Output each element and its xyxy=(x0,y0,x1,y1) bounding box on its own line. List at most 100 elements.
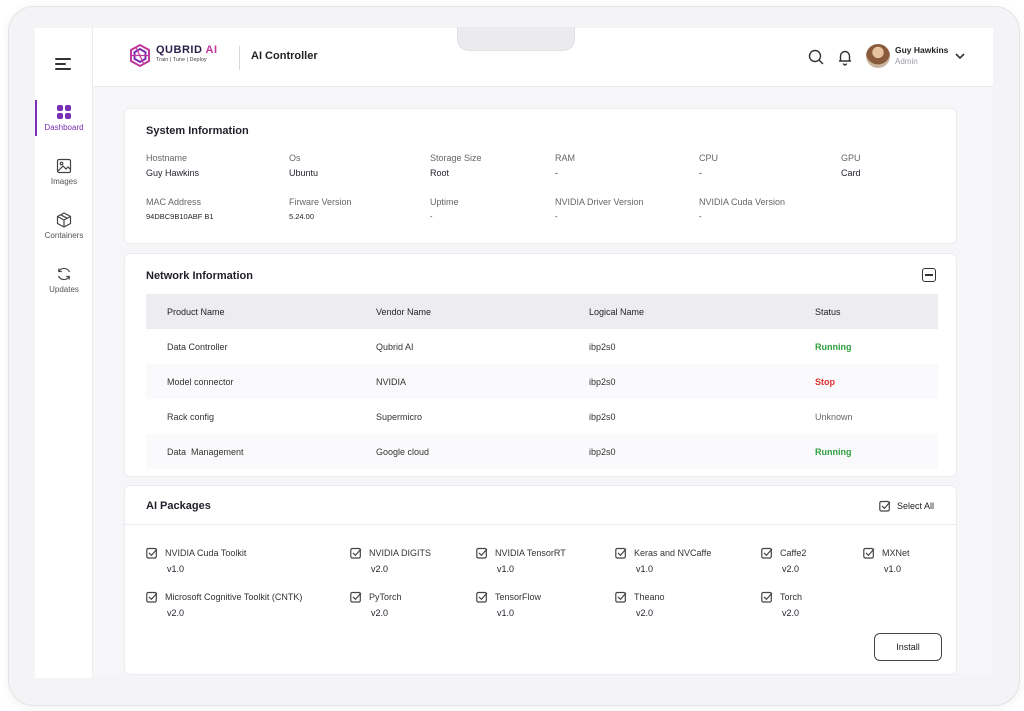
package-version: v1.0 xyxy=(497,608,515,618)
sidebar-item-label: Images xyxy=(50,177,78,186)
package-version: v1.0 xyxy=(167,564,185,574)
install-button[interactable]: Install xyxy=(874,633,942,661)
vendor-name: Supermicro xyxy=(376,412,423,422)
sidebar: Dashboard Images Containers Updates xyxy=(35,28,93,678)
checkbox-checked-icon[interactable] xyxy=(146,591,158,603)
brand-name: QUBRID AI xyxy=(156,44,218,56)
package-version: v2.0 xyxy=(782,564,800,574)
sidebar-item-images[interactable]: Images xyxy=(35,158,93,186)
field-hostname: Hostname Guy Hawkins xyxy=(146,153,200,178)
brand: QUBRID AI Train | Tune | Deploy xyxy=(156,44,218,63)
package-name: Torch xyxy=(780,592,803,602)
package-name: NVIDIA DIGITS xyxy=(369,548,432,558)
logical-name: ibp2s0 xyxy=(589,342,616,352)
collapse-icon[interactable] xyxy=(922,268,936,282)
column-header[interactable]: Status xyxy=(815,307,841,317)
package-item[interactable]: PyTorch v2.0 xyxy=(350,591,402,618)
package-version: v1.0 xyxy=(884,564,902,574)
box-icon xyxy=(56,212,72,228)
status-badge: Unknown xyxy=(815,412,853,422)
package-item[interactable]: Caffe2 v2.0 xyxy=(761,547,806,574)
product-name: Rack config xyxy=(167,412,215,422)
ai-packages-card: AI Packages Select All NVIDIA Cuda Toolk… xyxy=(124,485,957,675)
device-notch xyxy=(457,27,575,51)
sidebar-item-containers[interactable]: Containers xyxy=(35,212,93,240)
product-name: Data Controller xyxy=(167,342,228,352)
table-row[interactable]: Data Management Google cloud ibp2s0 Runn… xyxy=(146,434,938,469)
divider xyxy=(125,524,956,525)
sidebar-item-label: Containers xyxy=(44,231,84,240)
brand-tagline: Train | Tune | Deploy xyxy=(156,57,207,63)
sidebar-item-dashboard[interactable]: Dashboard xyxy=(35,100,93,136)
ai-packages-title: AI Packages xyxy=(146,500,211,512)
user-role: Admin xyxy=(895,57,918,66)
sidebar-item-label: Updates xyxy=(49,285,79,294)
package-item[interactable]: Keras and NVCaffe v1.0 xyxy=(615,547,711,574)
column-header[interactable]: Vendor Name xyxy=(376,307,432,317)
sidebar-item-label: Dashboard xyxy=(44,123,84,132)
chevron-down-icon[interactable] xyxy=(955,52,965,60)
image-icon xyxy=(56,158,72,174)
package-version: v2.0 xyxy=(782,608,800,618)
package-name: TensorFlow xyxy=(495,592,542,602)
package-name: NVIDIA TensorRT xyxy=(495,548,566,558)
checkbox-checked-icon[interactable] xyxy=(761,547,773,559)
package-version: v1.0 xyxy=(636,564,654,574)
search-icon[interactable] xyxy=(807,48,825,66)
logical-name: ibp2s0 xyxy=(589,447,616,457)
package-version: v2.0 xyxy=(371,564,389,574)
package-name: Microsoft Cognitive Toolkit (CNTK) xyxy=(165,592,303,602)
system-information-card: System Information Hostname Guy Hawkins O… xyxy=(124,108,957,244)
package-item[interactable]: NVIDIA DIGITS v2.0 xyxy=(350,547,431,574)
table-header-row: Product Name Vendor Name Logical Name St… xyxy=(146,294,938,329)
column-header[interactable]: Product Name xyxy=(167,307,225,317)
product-name: Model connector xyxy=(167,377,234,387)
app-window: Dashboard Images Containers Updates xyxy=(35,28,993,678)
network-table: Product Name Vendor Name Logical Name St… xyxy=(146,294,938,469)
table-row[interactable]: Rack config Supermicro ibp2s0 Unknown xyxy=(146,399,938,434)
checkbox-checked-icon[interactable] xyxy=(476,547,488,559)
vendor-name: NVIDIA xyxy=(376,377,407,387)
hamburger-menu-icon[interactable] xyxy=(55,58,71,70)
bell-icon[interactable] xyxy=(836,48,854,66)
package-item[interactable]: Theano v2.0 xyxy=(615,591,665,618)
field-ram: RAM - xyxy=(555,153,575,178)
vendor-name: Qubrid AI xyxy=(376,342,414,352)
select-all-checkbox[interactable]: Select All xyxy=(879,500,934,512)
checkbox-checked-icon[interactable] xyxy=(615,547,627,559)
qubrid-logo-icon xyxy=(130,43,150,68)
package-item[interactable]: NVIDIA Cuda Toolkit v1.0 xyxy=(146,547,246,574)
column-header[interactable]: Logical Name xyxy=(589,307,645,317)
table-row[interactable]: Model connector NVIDIA ibp2s0 Stop xyxy=(146,364,938,399)
checkbox-checked-icon[interactable] xyxy=(476,591,488,603)
select-all-label: Select All xyxy=(897,501,935,511)
package-name: Caffe2 xyxy=(780,548,807,558)
package-item[interactable]: MXNet v1.0 xyxy=(863,547,910,574)
header-divider xyxy=(239,46,240,70)
checkbox-checked-icon[interactable] xyxy=(350,591,362,603)
status-badge: Running xyxy=(815,342,852,352)
field-nvidia-driver-version: NVIDIA Driver Version - xyxy=(555,197,644,221)
field-uptime: Uptime - xyxy=(430,197,459,221)
field-nvidia-cuda-version: NVIDIA Cuda Version - xyxy=(699,197,786,221)
table-row[interactable]: Data Controller Qubrid AI ibp2s0 Running xyxy=(146,329,938,364)
checkbox-checked-icon[interactable] xyxy=(761,591,773,603)
package-item[interactable]: TensorFlow v1.0 xyxy=(476,591,541,618)
avatar[interactable] xyxy=(866,44,890,68)
checkbox-checked-icon[interactable] xyxy=(146,547,158,559)
field-firmware-version: Firware Version 5.24.00 xyxy=(289,197,352,221)
package-name: PyTorch xyxy=(369,592,402,602)
product-name: Data Management xyxy=(167,447,244,457)
package-item[interactable]: Microsoft Cognitive Toolkit (CNTK) v2.0 xyxy=(146,591,302,618)
user-name: Guy Hawkins xyxy=(895,45,949,55)
package-item[interactable]: Torch v2.0 xyxy=(761,591,802,618)
sidebar-item-updates[interactable]: Updates xyxy=(35,266,93,294)
checkbox-checked-icon[interactable] xyxy=(615,591,627,603)
status-badge: Running xyxy=(815,447,852,457)
package-version: v2.0 xyxy=(371,608,389,618)
logical-name: ibp2s0 xyxy=(589,412,616,422)
checkbox-checked-icon[interactable] xyxy=(350,547,362,559)
package-item[interactable]: NVIDIA TensorRT v1.0 xyxy=(476,547,566,574)
field-storage-size: Storage Size Root xyxy=(430,153,482,178)
checkbox-checked-icon[interactable] xyxy=(863,547,875,559)
